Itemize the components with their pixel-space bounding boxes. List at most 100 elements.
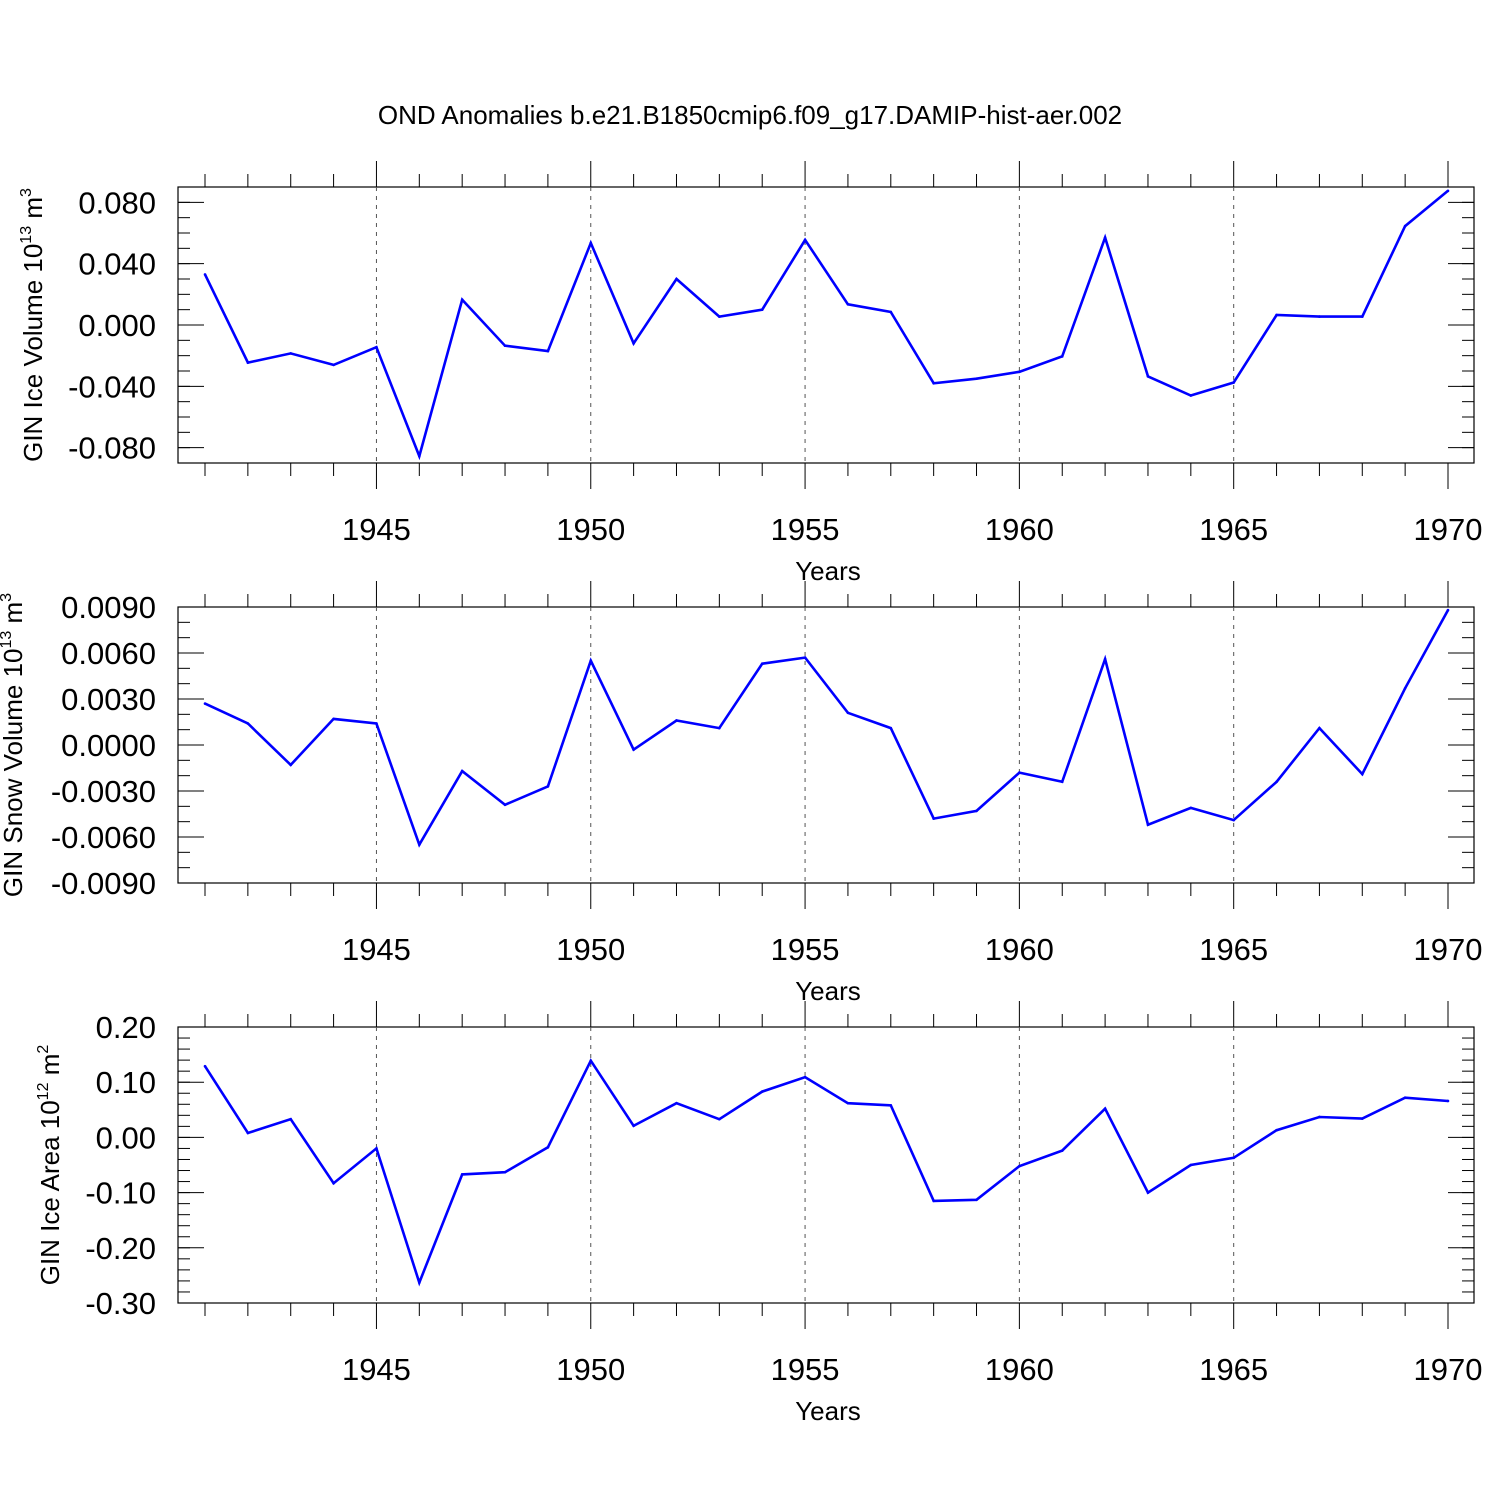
data-point [675,1101,678,1105]
data-point [932,381,935,385]
y-axis-label-unit: m [18,197,48,226]
x-tick-label: 1945 [342,1352,411,1387]
data-point [418,1281,421,1284]
y-axis-label-exp: 13 [18,226,35,244]
data-point [1103,236,1107,239]
data-point [675,277,678,281]
data-point [1146,375,1150,378]
x-tick-label: 1965 [1199,512,1268,547]
x-tick-label: 1970 [1414,512,1483,547]
data-point [375,1147,378,1150]
plot-frame [177,606,1475,884]
data-point [375,722,378,725]
x-tick-label: 1950 [556,932,625,967]
data-point [632,748,635,751]
y-tick-label: 0.20 [96,1010,156,1045]
data-point [803,238,807,242]
x-tick-label: 1960 [985,1352,1054,1387]
x-tick-label: 1950 [556,1352,625,1387]
data-point [1189,394,1193,397]
data-point [1060,780,1064,784]
data-point [1146,1191,1150,1194]
x-axis-label: Years [795,556,861,586]
x-tick-label: 1970 [1414,932,1483,967]
y-axis-label: GIN Ice Area 1012 m2 [35,1045,65,1286]
data-point [503,803,507,807]
x-axis-label: Years [795,1396,861,1426]
data-point [1318,315,1321,318]
y-axis-label: GIN Snow Volume 1013 m3 [0,593,28,897]
data-point [760,662,764,666]
data-point [975,377,978,380]
data-point [889,1104,893,1107]
y-tick-label: -0.040 [68,369,156,404]
x-tick-label: 1965 [1199,932,1268,967]
data-point [718,726,721,730]
data-point [289,1117,293,1121]
data-point [246,361,250,364]
data-point [1360,1117,1364,1120]
data-point [1232,818,1235,822]
data-point [1275,313,1278,317]
data-point [975,1198,978,1202]
y-tick-label: -0.0030 [51,774,156,809]
y-tick-label: -0.10 [85,1176,156,1211]
data-point [460,769,464,773]
data-point [546,785,550,788]
figure-title: OND Anomalies b.e21.B1850cmip6.f09_g17.D… [378,100,1122,130]
data-point [846,1101,850,1105]
data-point [718,315,721,318]
data-point [1318,726,1321,730]
y-axis-label-exp: 12 [35,1082,52,1100]
x-tick-label: 1955 [771,932,840,967]
plot-frame [177,1026,1475,1304]
x-tick-label: 1965 [1199,1352,1268,1387]
data-point [803,656,807,659]
data-point [632,342,635,345]
data-point [675,719,678,722]
x-tick-label: 1960 [985,512,1054,547]
x-tick-label: 1970 [1414,1352,1483,1387]
data-point [460,298,464,302]
y-tick-label: -0.0060 [51,820,156,855]
data-point [1403,224,1407,228]
data-point [589,1059,593,1062]
y-tick-label: 0.0030 [61,682,156,717]
data-point [1060,355,1064,358]
data-point [846,303,850,306]
data-point [1446,189,1450,193]
y-tick-label: -0.20 [85,1231,156,1266]
data-point [1060,1149,1064,1152]
data-point [1446,1099,1450,1103]
data-point [1275,1128,1278,1132]
panel-3: 1945 1950 1955 1960 1965 1970 -0.30 -0.20 -0.10 0… [35,1001,1482,1426]
data-point [889,310,893,314]
data-point [418,843,421,846]
panel-2: 1945 1950 1955 1960 1965 1970 -0.0090 -0.0060 -0… [0,581,1482,1006]
y-axis-label-unit-exp: 3 [18,188,35,197]
data-point [1446,608,1450,612]
data-point [932,817,935,820]
panels: 1945 1950 1955 1960 1965 1970 -0.080 -0.040 0.00… [0,161,1482,1426]
data-point [975,809,978,813]
data-point [589,659,593,662]
data-point [803,1075,807,1079]
data-point [289,352,293,355]
data-point [1403,1096,1407,1099]
data-point [632,1124,635,1128]
data-point [203,1064,207,1068]
data-point [932,1199,935,1203]
data-point [332,363,335,367]
data-point [1232,1156,1235,1160]
x-tick-label: 1945 [342,512,411,547]
data-point [203,702,207,705]
panel-1: 1945 1950 1955 1960 1965 1970 -0.080 -0.040 0.00… [18,161,1482,586]
data-point [1360,315,1364,318]
data-point [718,1117,721,1121]
data-point [1018,771,1021,774]
y-tick-label: 0.000 [78,308,156,343]
y-axis-label-unit: m [0,602,28,631]
data-point [1189,1163,1193,1167]
data-point [246,1131,250,1135]
y-axis-label-text: GIN Ice Volume 10 [18,244,48,462]
